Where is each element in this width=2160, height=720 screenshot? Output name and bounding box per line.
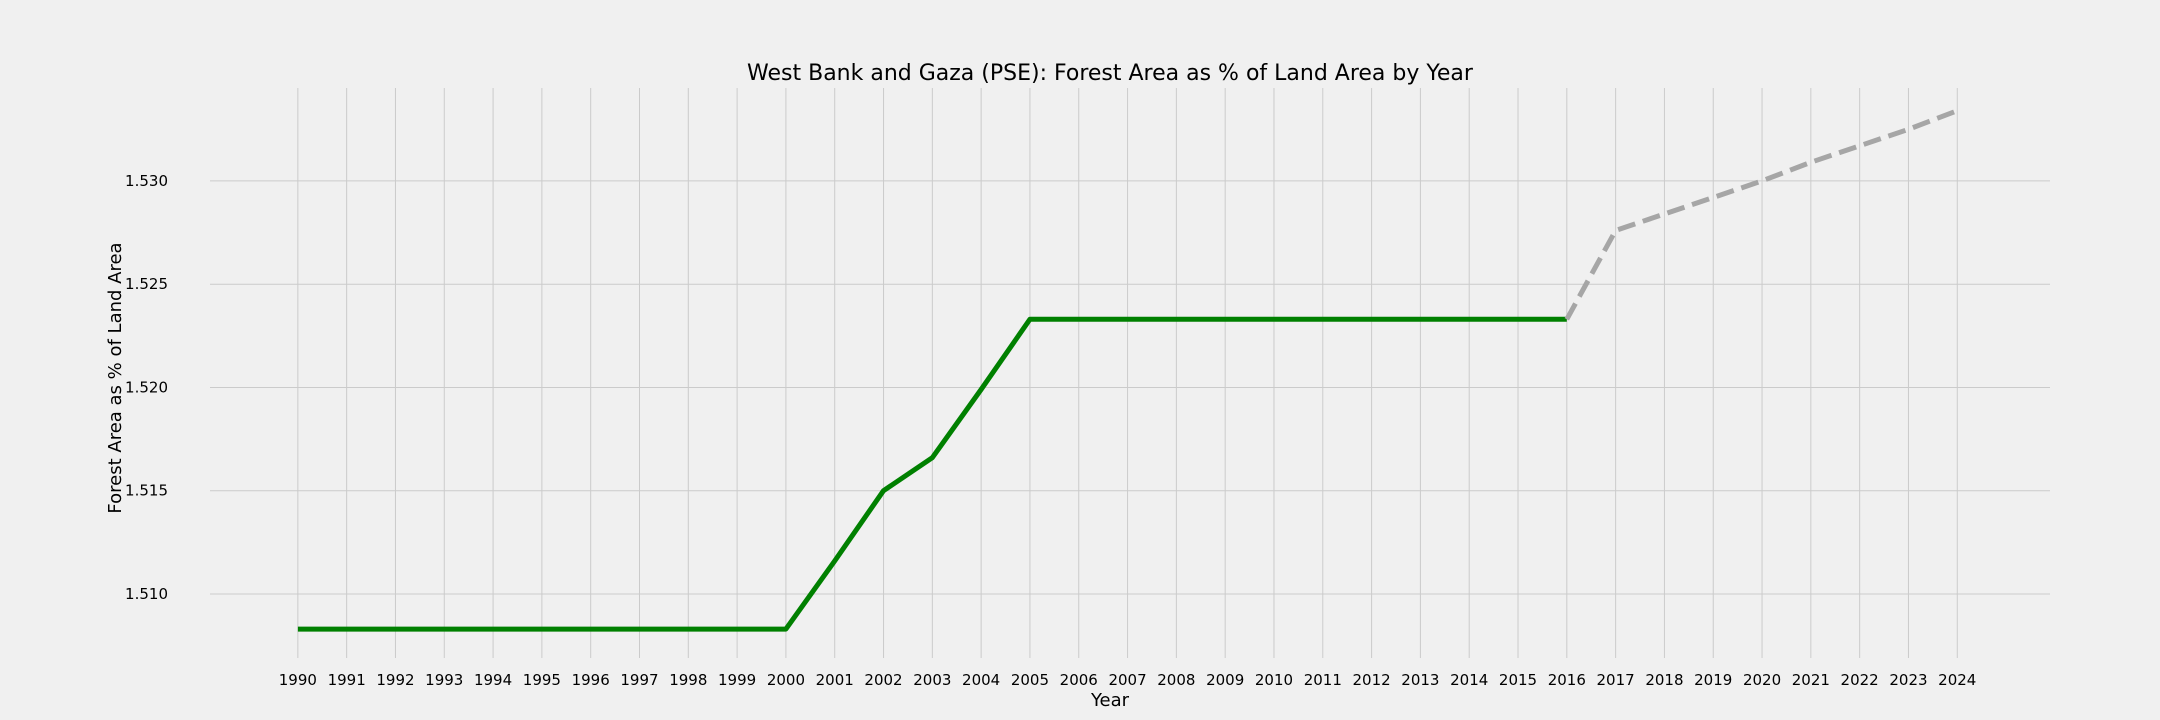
y-tick-label: 1.515 (125, 482, 168, 500)
x-tick-label: 2014 (1450, 671, 1488, 689)
x-tick-label: 1997 (620, 671, 658, 689)
x-tick-label: 1993 (425, 671, 463, 689)
x-tick-label: 2012 (1352, 671, 1390, 689)
x-tick-label: 2018 (1645, 671, 1683, 689)
x-tick-label: 2004 (962, 671, 1000, 689)
x-tick-label: 2019 (1694, 671, 1732, 689)
x-tick-label: 2024 (1938, 671, 1976, 689)
x-tick-label: 2015 (1499, 671, 1537, 689)
y-tick-label: 1.520 (125, 378, 168, 396)
y-axis-label: Forest Area as % of Land Area (105, 242, 126, 513)
x-tick-label: 1994 (474, 671, 512, 689)
x-tick-label: 1992 (376, 671, 414, 689)
x-tick-label: 2022 (1841, 671, 1879, 689)
y-tick-labels: 1.510 1.515 1.520 1.525 1.530 (125, 172, 168, 603)
x-tick-label: 2003 (913, 671, 951, 689)
x-tick-label: 2007 (1108, 671, 1146, 689)
x-tick-label: 2006 (1060, 671, 1098, 689)
y-grid-lines (210, 180, 2050, 595)
x-tick-label: 2005 (1011, 671, 1049, 689)
x-tick-label: 2017 (1597, 671, 1635, 689)
y-tick-label: 1.530 (125, 172, 168, 190)
x-tick-label: 2000 (767, 671, 805, 689)
x-grid-lines (297, 88, 1958, 658)
series-lines (297, 108, 1959, 632)
solid-series-line (297, 316, 1567, 632)
x-tick-label: 1999 (718, 671, 756, 689)
x-tick-label: 1995 (523, 671, 561, 689)
x-tick-label: 2011 (1304, 671, 1342, 689)
x-tick-label: 1998 (669, 671, 707, 689)
dashed-series-line (1564, 108, 1959, 321)
x-axis-label: Year (1090, 690, 1130, 711)
x-tick-label: 2023 (1889, 671, 1927, 689)
x-tick-label: 2001 (816, 671, 854, 689)
chart-title: West Bank and Gaza (PSE): Forest Area as… (747, 61, 1474, 86)
x-tick-label: 2021 (1792, 671, 1830, 689)
y-tick-label: 1.510 (125, 585, 168, 603)
x-tick-label: 2002 (864, 671, 902, 689)
x-tick-labels: 1990 1991 1992 1993 1994 1995 1996 1997 1998 1999… (279, 671, 1977, 689)
x-tick-label: 2010 (1255, 671, 1293, 689)
x-tick-label: 2009 (1206, 671, 1244, 689)
y-tick-label: 1.525 (125, 275, 168, 293)
x-tick-label: 2020 (1743, 671, 1781, 689)
x-tick-label: 1990 (279, 671, 317, 689)
x-tick-label: 1991 (328, 671, 366, 689)
x-tick-label: 2016 (1548, 671, 1586, 689)
x-tick-label: 1996 (572, 671, 610, 689)
x-tick-label: 2008 (1157, 671, 1195, 689)
x-tick-label: 2013 (1401, 671, 1439, 689)
